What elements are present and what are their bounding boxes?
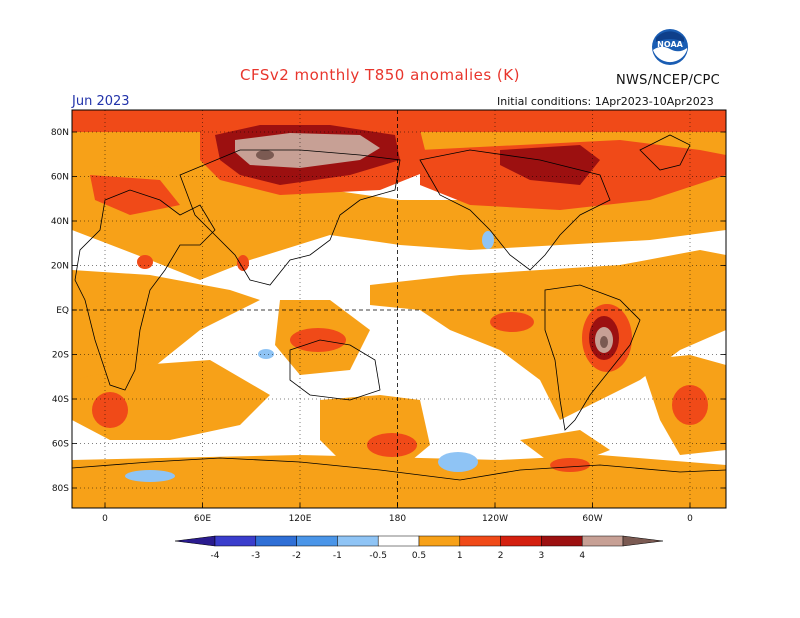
colorbar-segment [214,535,257,547]
latitude-label: 80S [52,484,69,494]
colorbar-segment [459,535,501,547]
colorbar-label: 3 [539,551,545,561]
anomaly-field [72,110,726,508]
map-title: CFSv2 monthly T850 anomalies (K) [240,66,520,84]
colorbar-label: 1 [457,551,463,561]
longitude-label: 60E [194,514,211,524]
svg-text:NOAA: NOAA [657,40,683,49]
colorbar-label: 0.5 [412,551,426,561]
colorbar-label: -3 [251,551,260,561]
longitude-label: 120W [482,514,508,524]
latitude-label: 60S [52,440,69,450]
latitude-label: EQ [56,306,69,316]
colorbar-segment [255,535,297,547]
colorbar-label: -2 [292,551,301,561]
forecast-month: Jun 2023 [72,94,130,109]
longitude-label: 180 [389,514,406,524]
colorbar-label: 4 [579,551,585,561]
graticule [72,110,726,508]
colorbar-segment [377,535,420,547]
map-frame [71,109,727,509]
colorbar-segment [500,535,542,547]
colorbar-segment [541,535,583,547]
agency-label: NWS/NCEP/CPC [616,73,721,88]
colorbar-label: -1 [333,551,342,561]
colorbar-segment [622,535,664,547]
latitude-label: 20N [51,262,69,272]
colorbar-label: -0.5 [369,551,387,561]
longitude-label: 0 [687,514,693,524]
colorbar-segment [174,535,216,547]
longitude-label: 120E [289,514,312,524]
initial-conditions: Initial conditions: 1Apr2023-10Apr2023 [497,95,714,108]
colorbar-segment [296,535,338,547]
colorbar-segment [581,535,624,547]
latitude-label: 40S [52,395,69,405]
longitude-labels: 0 60E 120E 180 120W 60W 0 [102,503,693,524]
longitude-label: 0 [102,514,108,524]
colorbar-segment [337,535,379,547]
noaa-logo: NOAA [651,28,689,66]
colorbar-segment [418,535,461,547]
latitude-labels: 80N 60N 40N 20N EQ 20S 40S 60S 80S [51,128,726,494]
latitude-label: 60N [51,173,69,183]
latitude-label: 80N [51,128,69,138]
latitude-label: 40N [51,217,69,227]
colorbar-label: -4 [211,551,220,561]
longitude-label: 60W [582,514,602,524]
colorbar: -4 -3 -2 -1 -0.5 0.5 1 2 3 4 [174,535,664,561]
latitude-label: 20S [52,351,69,361]
colorbar-label: 2 [498,551,504,561]
